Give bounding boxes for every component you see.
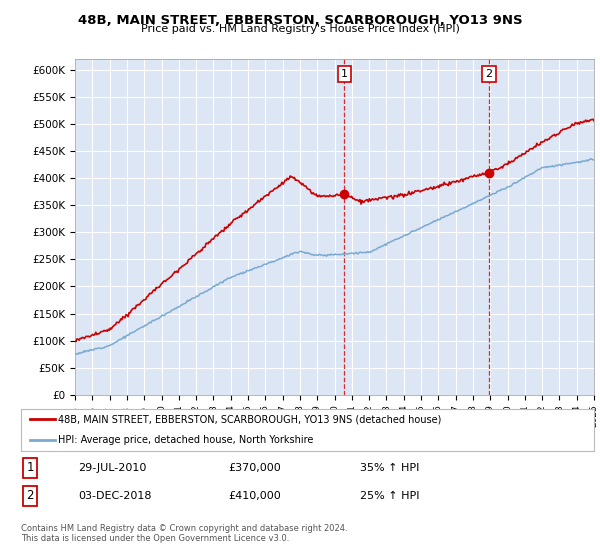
Text: £370,000: £370,000 — [228, 463, 281, 473]
Text: 2: 2 — [485, 69, 493, 79]
Text: 03-DEC-2018: 03-DEC-2018 — [78, 491, 151, 501]
Text: HPI: Average price, detached house, North Yorkshire: HPI: Average price, detached house, Nort… — [58, 435, 314, 445]
Text: Contains HM Land Registry data © Crown copyright and database right 2024.
This d: Contains HM Land Registry data © Crown c… — [21, 524, 347, 543]
Text: 1: 1 — [341, 69, 348, 79]
Text: 29-JUL-2010: 29-JUL-2010 — [78, 463, 146, 473]
Text: 48B, MAIN STREET, EBBERSTON, SCARBOROUGH, YO13 9NS (detached house): 48B, MAIN STREET, EBBERSTON, SCARBOROUGH… — [58, 414, 442, 424]
Text: Price paid vs. HM Land Registry's House Price Index (HPI): Price paid vs. HM Land Registry's House … — [140, 24, 460, 34]
Text: 35% ↑ HPI: 35% ↑ HPI — [360, 463, 419, 473]
Text: 25% ↑ HPI: 25% ↑ HPI — [360, 491, 419, 501]
Text: £410,000: £410,000 — [228, 491, 281, 501]
Text: 1: 1 — [26, 461, 34, 474]
Text: 2: 2 — [26, 489, 34, 502]
Text: 48B, MAIN STREET, EBBERSTON, SCARBOROUGH, YO13 9NS: 48B, MAIN STREET, EBBERSTON, SCARBOROUGH… — [77, 14, 523, 27]
